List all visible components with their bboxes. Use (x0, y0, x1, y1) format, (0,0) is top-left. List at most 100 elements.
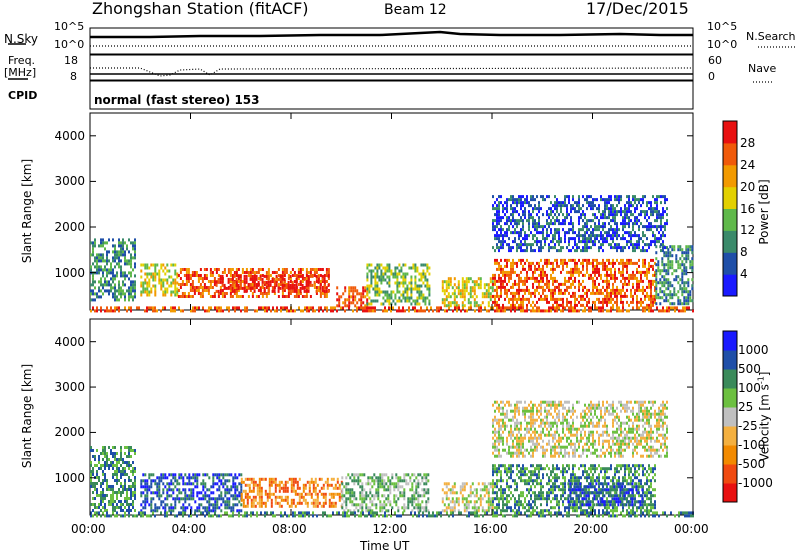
echo-cell (528, 219, 530, 223)
echo-cell (100, 482, 102, 485)
echo-cell (624, 210, 626, 214)
echo-cell (498, 240, 500, 244)
echo-cell (508, 273, 510, 277)
echo-cell (506, 231, 508, 235)
echo-cell (309, 268, 312, 271)
echo-cell (114, 452, 116, 455)
echo-cell (289, 274, 292, 278)
echo-cell (108, 458, 110, 461)
echo-cell (475, 295, 478, 299)
echo-cell (170, 290, 173, 294)
echo-cell (508, 225, 510, 229)
echo-cell (650, 282, 652, 286)
echo-cell (412, 287, 415, 291)
echo-cell (162, 281, 165, 285)
echo-cell (214, 497, 217, 501)
echo-cell (542, 246, 544, 250)
echo-cell (594, 270, 596, 274)
echo-cell (574, 303, 576, 307)
echo-cell (122, 485, 124, 488)
echo-cell (102, 241, 104, 245)
echo-cell (226, 306, 228, 310)
echo-cell (624, 219, 626, 223)
echo-cell (122, 280, 124, 284)
echo-cell (268, 486, 271, 490)
echo-cell (590, 306, 592, 310)
echo-cell (174, 309, 176, 313)
echo-cell (640, 198, 642, 202)
echo-cell (480, 306, 482, 310)
echo-cell (297, 274, 300, 278)
echo-cell (286, 495, 289, 499)
echo-cell (100, 280, 102, 284)
echo-cell (648, 201, 650, 205)
echo-cell (326, 309, 328, 313)
echo-cell (510, 231, 512, 235)
echo-cell (656, 213, 658, 217)
echo-cell (312, 480, 315, 484)
echo-cell (310, 306, 312, 310)
echo-cell (532, 276, 534, 280)
echo-cell (251, 283, 254, 286)
echo-cell (669, 260, 672, 264)
echo-cell (278, 480, 281, 484)
echo-cell (683, 263, 686, 267)
echo-cell (622, 309, 624, 313)
echo-cell (638, 237, 640, 241)
echo-cell (210, 491, 213, 495)
echo-cell (622, 300, 624, 304)
echo-cell (528, 297, 530, 301)
echo-cell (102, 494, 104, 497)
echo-cell (481, 292, 484, 296)
echo-cell (263, 289, 266, 293)
echo-cell (655, 293, 658, 297)
echo-cell (114, 253, 116, 257)
echo-cell (152, 272, 155, 276)
echo-cell (229, 286, 232, 290)
echo-cell (283, 280, 286, 283)
echo-cell (254, 504, 257, 508)
echo-cell (652, 258, 654, 262)
echo-cell (522, 288, 524, 292)
echo-cell (628, 279, 630, 283)
echo-cell (398, 284, 401, 288)
echo-cell (178, 497, 181, 501)
echo-cell (280, 309, 282, 313)
echo-cell (363, 500, 366, 504)
echo-cell (106, 509, 108, 512)
echo-cell (116, 491, 118, 494)
echo-cell (582, 303, 584, 307)
echo-cell (508, 258, 510, 262)
echo-cell (400, 281, 403, 285)
echo-cell (578, 216, 580, 220)
echo-cell (400, 299, 403, 303)
echo-cell (108, 271, 110, 275)
echo-cell (506, 228, 508, 232)
echo-cell (122, 292, 124, 296)
echo-cell (370, 272, 373, 276)
echo-cell (508, 306, 510, 310)
echo-cell (534, 204, 536, 208)
echo-cell (418, 272, 421, 276)
echo-cell (445, 491, 448, 495)
echo-cell (530, 213, 532, 217)
echo-cell (258, 480, 261, 484)
echo-cell (134, 485, 136, 488)
echo-cell (550, 213, 552, 217)
echo-cell (116, 503, 118, 506)
echo-cell (498, 213, 500, 217)
echo-cell (305, 271, 308, 274)
echo-cell (128, 497, 130, 500)
echo-cell (494, 213, 496, 217)
echo-cell (640, 300, 642, 304)
echo-cell (243, 277, 246, 281)
echo-cell (685, 260, 688, 264)
echo-cell (338, 495, 341, 499)
echo-cell (411, 494, 414, 498)
echo-cell (540, 285, 542, 289)
echo-cell (636, 294, 638, 298)
echo-cell (526, 198, 528, 202)
echo-cell (689, 293, 692, 297)
echo-cell (449, 304, 452, 308)
echo-cell (272, 306, 274, 310)
